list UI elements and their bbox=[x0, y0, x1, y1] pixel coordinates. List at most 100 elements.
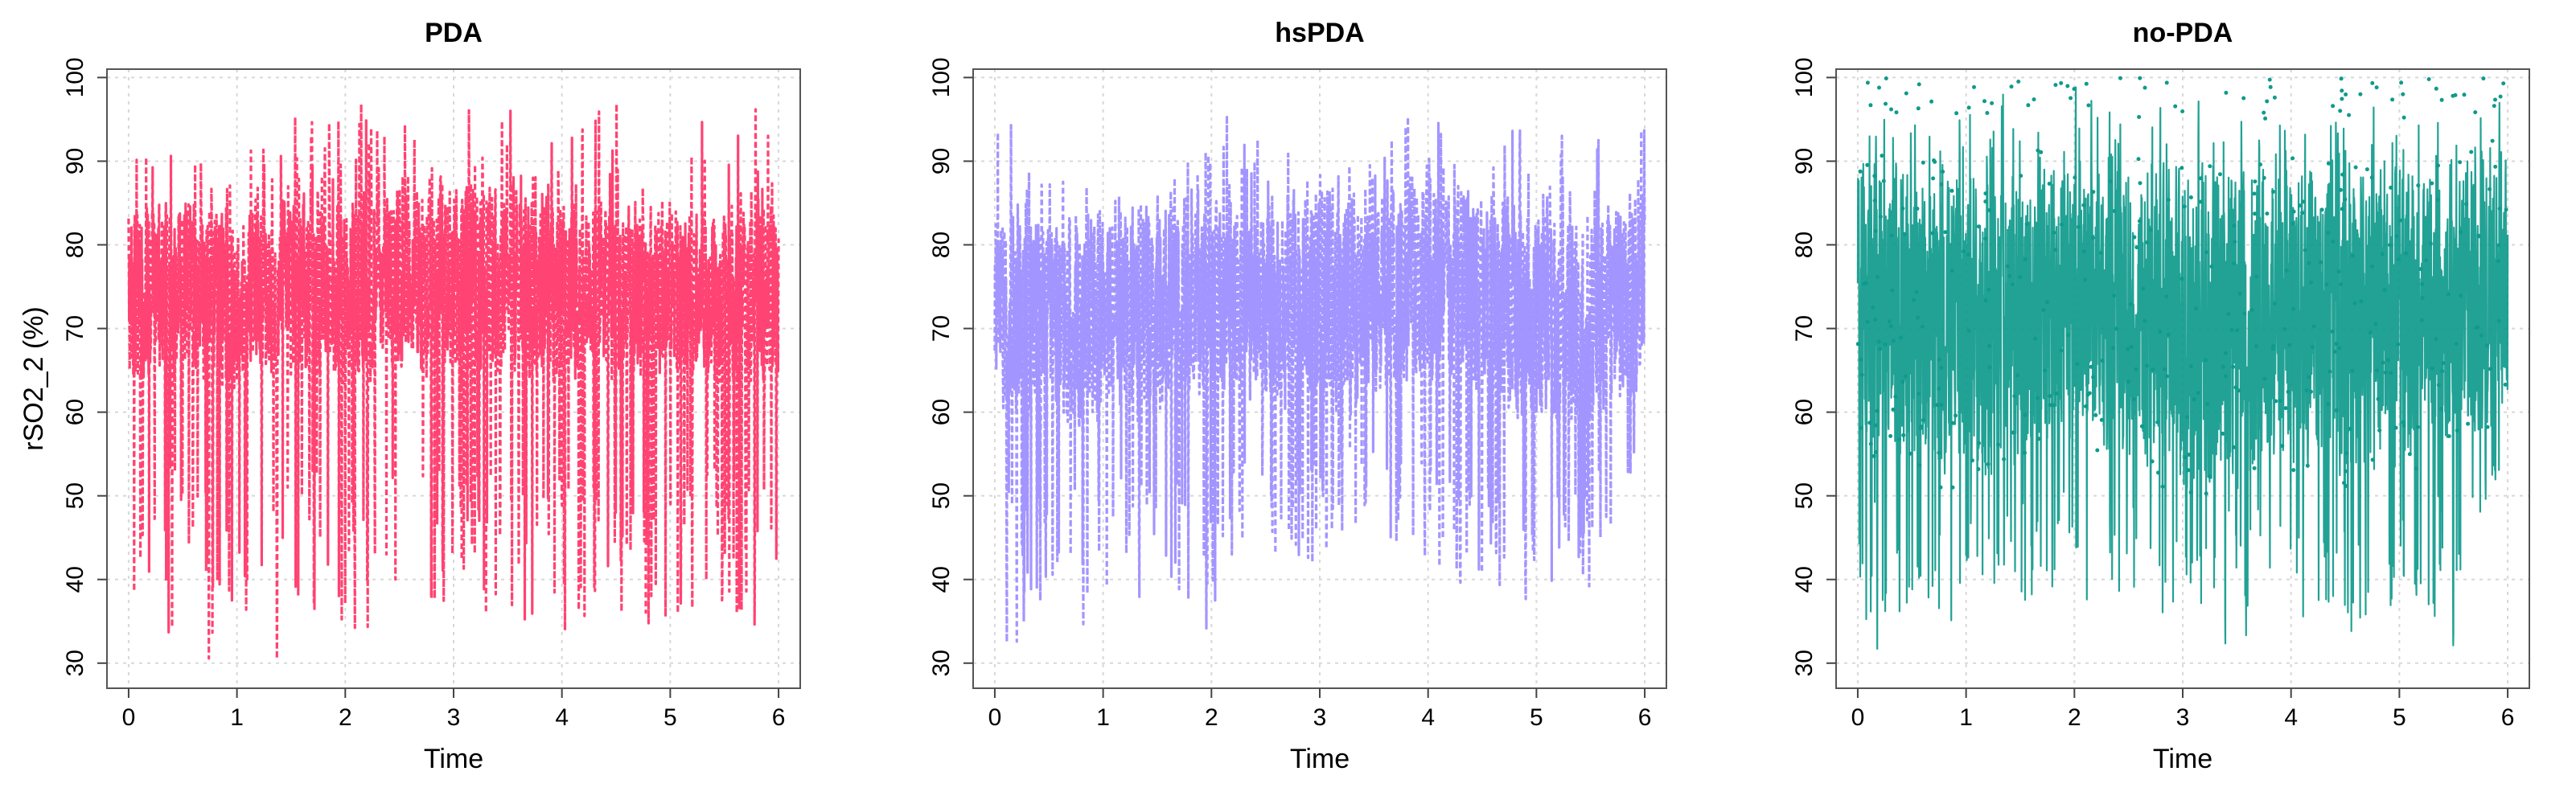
y-tick-label: 100 bbox=[928, 57, 955, 97]
data-point bbox=[1941, 170, 1945, 174]
data-point bbox=[2237, 291, 2242, 296]
data-point bbox=[2188, 490, 2193, 494]
data-point bbox=[2344, 484, 2348, 488]
data-point bbox=[1876, 339, 1881, 344]
data-point bbox=[2493, 97, 2497, 102]
data-point bbox=[2332, 349, 2337, 354]
data-point bbox=[2060, 222, 2064, 227]
data-point bbox=[2271, 344, 2275, 348]
data-point bbox=[2441, 361, 2446, 366]
x-tick-label: 4 bbox=[1421, 704, 1435, 731]
data-point bbox=[2224, 90, 2229, 95]
chart-title: PDA bbox=[425, 18, 483, 48]
data-point bbox=[2002, 457, 2007, 462]
data-point bbox=[2194, 306, 2199, 311]
data-point bbox=[2252, 191, 2257, 196]
data-point bbox=[2095, 448, 2100, 453]
data-point bbox=[1893, 394, 1898, 399]
data-point bbox=[2221, 364, 2225, 369]
data-point bbox=[2039, 150, 2044, 154]
data-point bbox=[2374, 85, 2379, 90]
data-point bbox=[2254, 344, 2259, 349]
data-point bbox=[2145, 240, 2150, 244]
x-axis-label: Time bbox=[2153, 744, 2212, 774]
data-point bbox=[2340, 96, 2344, 101]
data-point bbox=[2036, 396, 2040, 400]
data-point bbox=[1872, 174, 1877, 178]
panel-pda: PDA Time rSO2_2 (%) 0 1 2 3 4 5 6 30 40 50 60 70 80 9… bbox=[18, 18, 801, 774]
data-point bbox=[2496, 259, 2500, 264]
data-point bbox=[2242, 311, 2247, 316]
x-tick-label: 6 bbox=[772, 704, 786, 731]
data-point bbox=[2439, 97, 2444, 102]
data-point bbox=[2481, 76, 2486, 81]
data-point bbox=[2155, 420, 2160, 425]
x-tick-label: 6 bbox=[2501, 704, 2515, 731]
data-point bbox=[2327, 369, 2332, 374]
data-point bbox=[1897, 437, 1902, 441]
data-point bbox=[2052, 230, 2056, 235]
data-point bbox=[2488, 187, 2492, 191]
data-point bbox=[1982, 99, 1986, 104]
x-tick-label: 2 bbox=[339, 704, 352, 731]
data-point bbox=[1859, 425, 1863, 430]
data-point bbox=[2390, 97, 2395, 102]
data-point bbox=[2164, 374, 2169, 379]
data-point bbox=[1939, 182, 1944, 187]
data-point bbox=[2455, 429, 2459, 433]
data-point bbox=[2010, 282, 2015, 287]
data-point bbox=[1935, 403, 1940, 408]
x-axis-label: Time bbox=[1290, 744, 1350, 774]
data-point bbox=[1950, 421, 1955, 425]
data-point bbox=[1873, 228, 1878, 233]
data-point bbox=[2016, 80, 2021, 84]
data-point bbox=[1976, 467, 1981, 471]
x-tick-label: 1 bbox=[1959, 704, 1973, 731]
data-point bbox=[2263, 116, 2268, 121]
y-tick-label: 60 bbox=[928, 399, 955, 425]
data-point bbox=[2459, 230, 2463, 235]
data-point bbox=[2051, 403, 2056, 408]
data-point bbox=[2180, 109, 2185, 113]
data-point bbox=[2388, 243, 2393, 248]
data-point bbox=[2347, 113, 2352, 117]
data-point bbox=[1873, 423, 1878, 428]
data-point bbox=[2283, 406, 2288, 411]
chart-title: no-PDA bbox=[2133, 18, 2233, 48]
data-point bbox=[2493, 164, 2498, 169]
data-point bbox=[2339, 76, 2344, 81]
data-point bbox=[2231, 445, 2236, 449]
data-point bbox=[2141, 286, 2146, 291]
data-point bbox=[2399, 80, 2404, 85]
data-point bbox=[2163, 367, 2167, 371]
data-point bbox=[1876, 275, 1880, 279]
data-point bbox=[2504, 207, 2508, 212]
data-point bbox=[2093, 412, 2098, 417]
data-point bbox=[2047, 182, 2052, 186]
data-point bbox=[1987, 365, 1992, 370]
data-point bbox=[2033, 336, 2038, 341]
data-point bbox=[1871, 453, 1876, 458]
y-tick-label: 90 bbox=[1791, 148, 1818, 174]
data-point bbox=[1859, 372, 1864, 377]
data-point bbox=[2132, 235, 2137, 240]
data-point bbox=[2309, 389, 2313, 394]
data-point bbox=[2339, 282, 2344, 287]
data-point bbox=[2286, 389, 2290, 394]
y-tick-label: 50 bbox=[62, 482, 88, 509]
x-tick-label: 2 bbox=[1205, 704, 1218, 731]
data-point bbox=[1912, 297, 1917, 302]
data-point bbox=[2272, 301, 2277, 306]
data-point bbox=[2416, 183, 2421, 188]
data-point bbox=[2209, 265, 2214, 269]
data-point bbox=[2466, 421, 2471, 426]
data-point bbox=[2298, 203, 2302, 208]
data-point bbox=[1987, 344, 1992, 348]
panel-hspda: hsPDA Time 0 1 2 3 4 5 6 30 40 50 60 70 80 90 100 bbox=[928, 18, 1667, 774]
data-point bbox=[1977, 441, 1981, 445]
data-point bbox=[2309, 280, 2314, 285]
data-point bbox=[2232, 261, 2237, 266]
data-point bbox=[2007, 273, 2012, 278]
data-point bbox=[2340, 207, 2344, 211]
data-point bbox=[2267, 77, 2272, 82]
